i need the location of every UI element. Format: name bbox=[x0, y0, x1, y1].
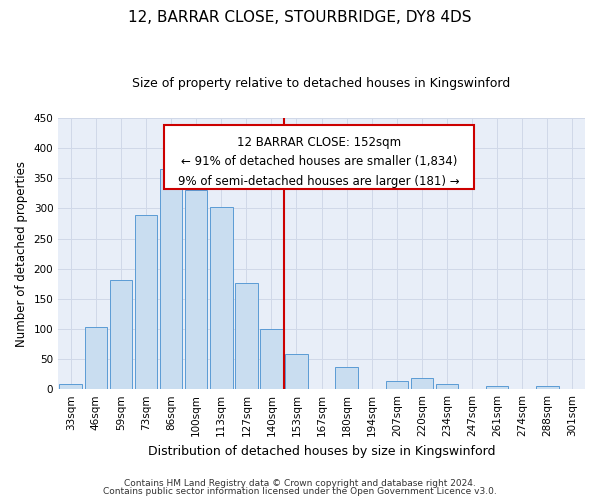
Bar bbox=[410, 378, 433, 389]
Bar bbox=[235, 283, 257, 389]
Bar bbox=[210, 207, 233, 389]
Bar bbox=[386, 380, 408, 389]
Bar bbox=[59, 384, 82, 389]
Text: ← 91% of detached houses are smaller (1,834): ← 91% of detached houses are smaller (1,… bbox=[181, 155, 457, 168]
Bar bbox=[536, 386, 559, 389]
Bar bbox=[436, 384, 458, 389]
Text: Contains HM Land Registry data © Crown copyright and database right 2024.: Contains HM Land Registry data © Crown c… bbox=[124, 478, 476, 488]
Y-axis label: Number of detached properties: Number of detached properties bbox=[15, 160, 28, 346]
Bar bbox=[110, 280, 132, 389]
X-axis label: Distribution of detached houses by size in Kingswinford: Distribution of detached houses by size … bbox=[148, 444, 496, 458]
Bar bbox=[285, 354, 308, 389]
Bar bbox=[185, 190, 208, 389]
Bar bbox=[486, 386, 508, 389]
Bar bbox=[335, 368, 358, 389]
Text: 9% of semi-detached houses are larger (181) →: 9% of semi-detached houses are larger (1… bbox=[178, 174, 460, 188]
Text: 12 BARRAR CLOSE: 152sqm: 12 BARRAR CLOSE: 152sqm bbox=[237, 136, 401, 148]
Bar bbox=[85, 327, 107, 389]
Text: 12, BARRAR CLOSE, STOURBRIDGE, DY8 4DS: 12, BARRAR CLOSE, STOURBRIDGE, DY8 4DS bbox=[128, 10, 472, 25]
FancyBboxPatch shape bbox=[164, 125, 475, 188]
Bar bbox=[160, 168, 182, 389]
Text: Contains public sector information licensed under the Open Government Licence v3: Contains public sector information licen… bbox=[103, 487, 497, 496]
Bar bbox=[260, 329, 283, 389]
Bar bbox=[134, 215, 157, 389]
Title: Size of property relative to detached houses in Kingswinford: Size of property relative to detached ho… bbox=[133, 78, 511, 90]
